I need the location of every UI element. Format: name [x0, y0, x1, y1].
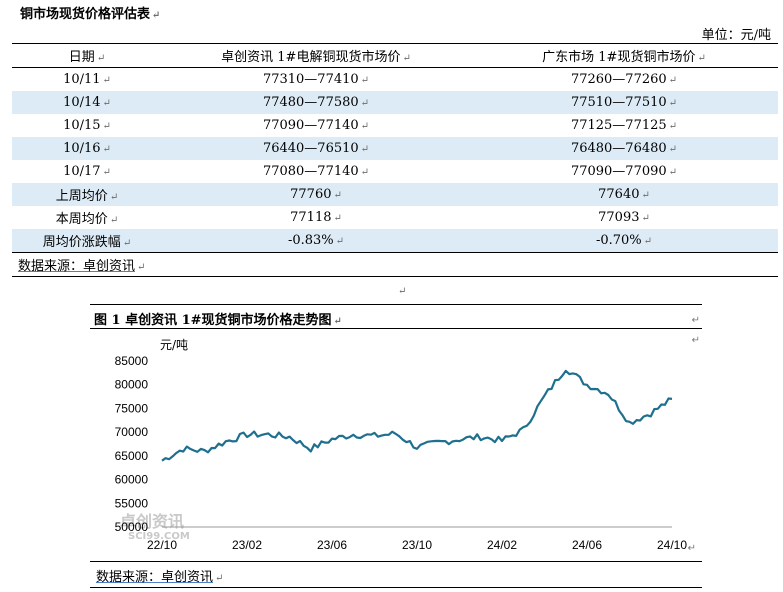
y-tick-label: 70000 — [115, 425, 149, 439]
cell-date: 上周均价 ↵ — [12, 183, 162, 206]
header-gd-price: 广东市场 1#现货铜市场价 ↵ — [470, 43, 778, 68]
x-tick-label: 23/10 — [402, 538, 432, 552]
y-tick-label: 50000 — [115, 520, 149, 534]
figure-top-rule — [90, 304, 702, 305]
cell-sci-price: 77090—77140 ↵ — [262, 118, 370, 133]
figure-title-rule — [90, 328, 702, 329]
cell-gd-price: 77260—77260 ↵ — [570, 72, 678, 87]
paragraph-mark: ↵ — [398, 286, 407, 297]
table-row: 10/17 ↵ 77080—77140 ↵ 77090—77090 ↵ — [12, 160, 778, 183]
unit-label: 单位：元/吨 — [701, 28, 771, 43]
cell-gd-price: -0.70% ↵ — [470, 229, 778, 253]
watermark-url: SCI99.COM — [128, 531, 190, 542]
cell-date: 10/15 ↵ — [63, 118, 111, 133]
figure-title: 图 1 卓创资讯 1#现货铜市场价格走势图 ↵ — [94, 313, 342, 328]
cell-date: 10/11 ↵ — [63, 72, 111, 87]
table-row: 10/14 ↵ 77480—77580 ↵ 77510—77510 ↵ — [12, 91, 778, 114]
cell-sci-price: 77310—77410 ↵ — [262, 72, 370, 87]
cell-gd-price: 77090—77090 ↵ — [570, 164, 678, 179]
y-axis-label: 元/吨 — [160, 338, 188, 352]
figure: 图 1 卓创资讯 1#现货铜市场价格走势图 ↵ 卓创资讯 SCI99.COM 5000… — [90, 303, 702, 591]
cell-date: 10/16 ↵ — [12, 137, 162, 160]
cell-sci-price: 76440—76510 ↵ — [162, 137, 470, 160]
y-tick-label: 65000 — [115, 449, 149, 463]
y-tick-label: 75000 — [115, 401, 149, 415]
series-line — [161, 369, 673, 462]
document-title: 铜市场现货价格评估表 ↵ — [20, 7, 161, 22]
y-tick-label: 60000 — [115, 473, 149, 487]
cell-sci-price: 77480—77580 ↵ — [162, 91, 470, 114]
table-row: 周均价涨跌幅 ↵ -0.83% ↵ -0.70% ↵ — [12, 229, 778, 253]
cell-sci-price: 77760 ↵ — [162, 183, 470, 206]
price-table: 日期 ↵ 卓创资讯 1#电解铜现货市场价 ↵ 广东市场 1#现货铜市场价 ↵ 10/1… — [12, 43, 778, 277]
table-row: 10/16 ↵ 76440—76510 ↵ 76480—76480 ↵ — [12, 137, 778, 160]
paragraph-mark: ↵ — [692, 335, 700, 346]
x-tick-label: 24/06 — [572, 538, 602, 552]
cell-sci-price: 77118 ↵ — [290, 210, 342, 225]
table-row: 上周均价 ↵ 77760 ↵ 77640 ↵ — [12, 183, 778, 206]
y-tick-label: 80000 — [115, 378, 149, 392]
table-source-row: 数据来源：卓创资讯 ↵ — [12, 252, 778, 277]
figure-bottom-rule — [90, 561, 702, 562]
watermark: 卓创资讯 — [120, 512, 184, 531]
cell-sci-price: -0.83% ↵ — [162, 229, 470, 253]
cell-sci-price: 77080—77140 ↵ — [262, 164, 370, 179]
cell-gd-price: 77510—77510 ↵ — [470, 91, 778, 114]
table-source: 数据来源：卓创资讯 ↵ — [12, 252, 778, 277]
x-tick-label: 23/06 — [317, 538, 347, 552]
figure-source: 数据来源：卓创资讯 ↵ — [96, 570, 224, 585]
header-sci-price: 卓创资讯 1#电解铜现货市场价 ↵ — [162, 43, 470, 68]
x-tick-label: 24/10 — [657, 538, 687, 552]
cell-date: 周均价涨跌幅 ↵ — [12, 229, 162, 253]
paragraph-mark: ↵ — [688, 543, 696, 554]
cell-gd-price: 77093 ↵ — [598, 210, 650, 225]
x-tick-label: 23/02 — [232, 538, 262, 552]
table-row: 10/11 ↵ 77310—77410 ↵ 77260—77260 ↵ — [12, 68, 778, 92]
cell-date: 10/17 ↵ — [63, 164, 111, 179]
table-row: 10/15 ↵ 77090—77140 ↵ 77125—77125 ↵ — [12, 114, 778, 137]
cell-gd-price: 76480—76480 ↵ — [470, 137, 778, 160]
table-header-row: 日期 ↵ 卓创资讯 1#电解铜现货市场价 ↵ 广东市场 1#现货铜市场价 ↵ — [12, 43, 778, 68]
y-tick-label: 55000 — [115, 496, 149, 510]
cell-date: 本周均价 ↵ — [55, 212, 119, 227]
cell-date: 10/14 ↵ — [12, 91, 162, 114]
x-tick-label: 22/10 — [147, 538, 177, 552]
y-tick-label: 85000 — [115, 354, 149, 368]
paragraph-mark: ↵ — [692, 315, 700, 326]
cell-gd-price: 77640 ↵ — [470, 183, 778, 206]
cell-gd-price: 77125—77125 ↵ — [570, 118, 678, 133]
x-tick-label: 24/02 — [487, 538, 517, 552]
header-date: 日期 ↵ — [12, 43, 162, 68]
figure-end-rule — [90, 587, 702, 588]
table-row: 本周均价 ↵ 77118 ↵ 77093 ↵ — [12, 206, 778, 229]
